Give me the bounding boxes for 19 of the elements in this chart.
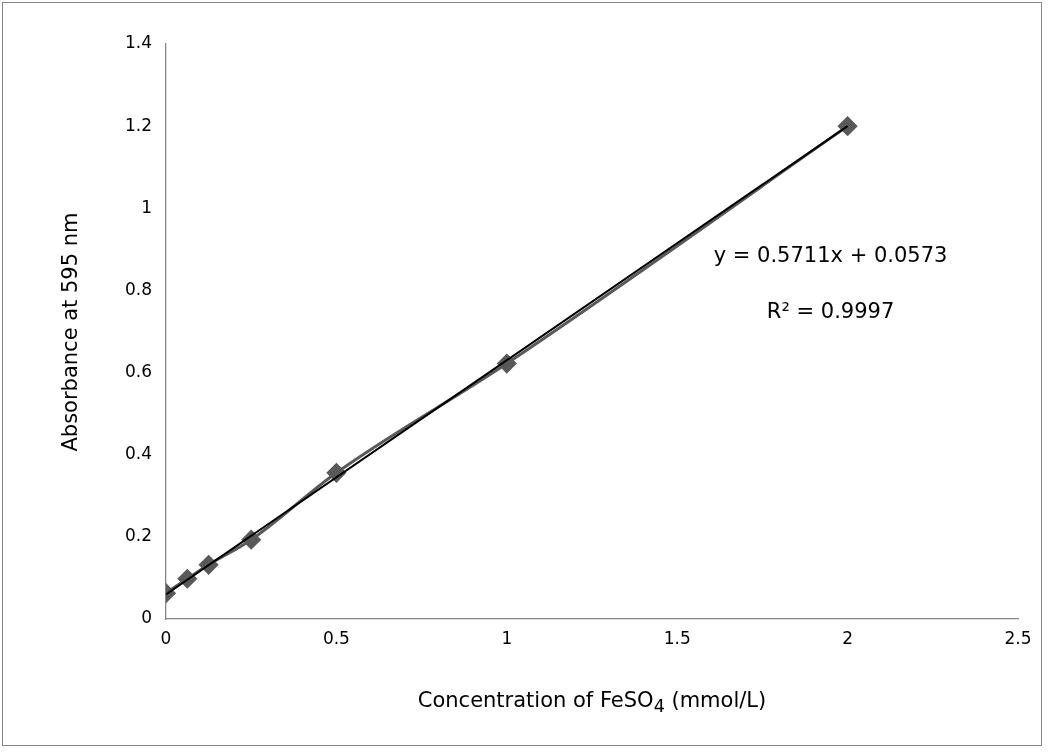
y-tick-label: 0.8 <box>124 278 152 299</box>
annotation: R² = 0.9997 <box>766 299 895 324</box>
point <box>838 116 858 136</box>
y-tick-label: 1.4 <box>124 32 152 53</box>
y-tick-label: 0.6 <box>124 360 152 381</box>
x-tick-label: 2 <box>842 627 854 648</box>
x-tick-label: 0 <box>160 627 172 648</box>
y-tick-label: 1 <box>141 196 152 217</box>
x-tick-label: 1.5 <box>663 627 691 648</box>
y-tick-label: 0.2 <box>124 525 152 546</box>
y-tick-label: 0.4 <box>124 443 152 464</box>
y-tick-label: 0 <box>141 607 152 628</box>
x-axis-title: Concentration of FeSO$_{4}$ (mmol/L) <box>416 688 768 717</box>
x-tick-label: 0.5 <box>322 627 350 648</box>
y-axis-title: Absorbance at 595 nm <box>58 212 82 452</box>
annotation: y = 0.5711x + 0.0573 <box>713 243 948 268</box>
x-tick-label: 1 <box>501 627 513 648</box>
y-tick-label: 1.2 <box>124 114 152 135</box>
x-tick-label: 2.5 <box>1004 627 1032 648</box>
